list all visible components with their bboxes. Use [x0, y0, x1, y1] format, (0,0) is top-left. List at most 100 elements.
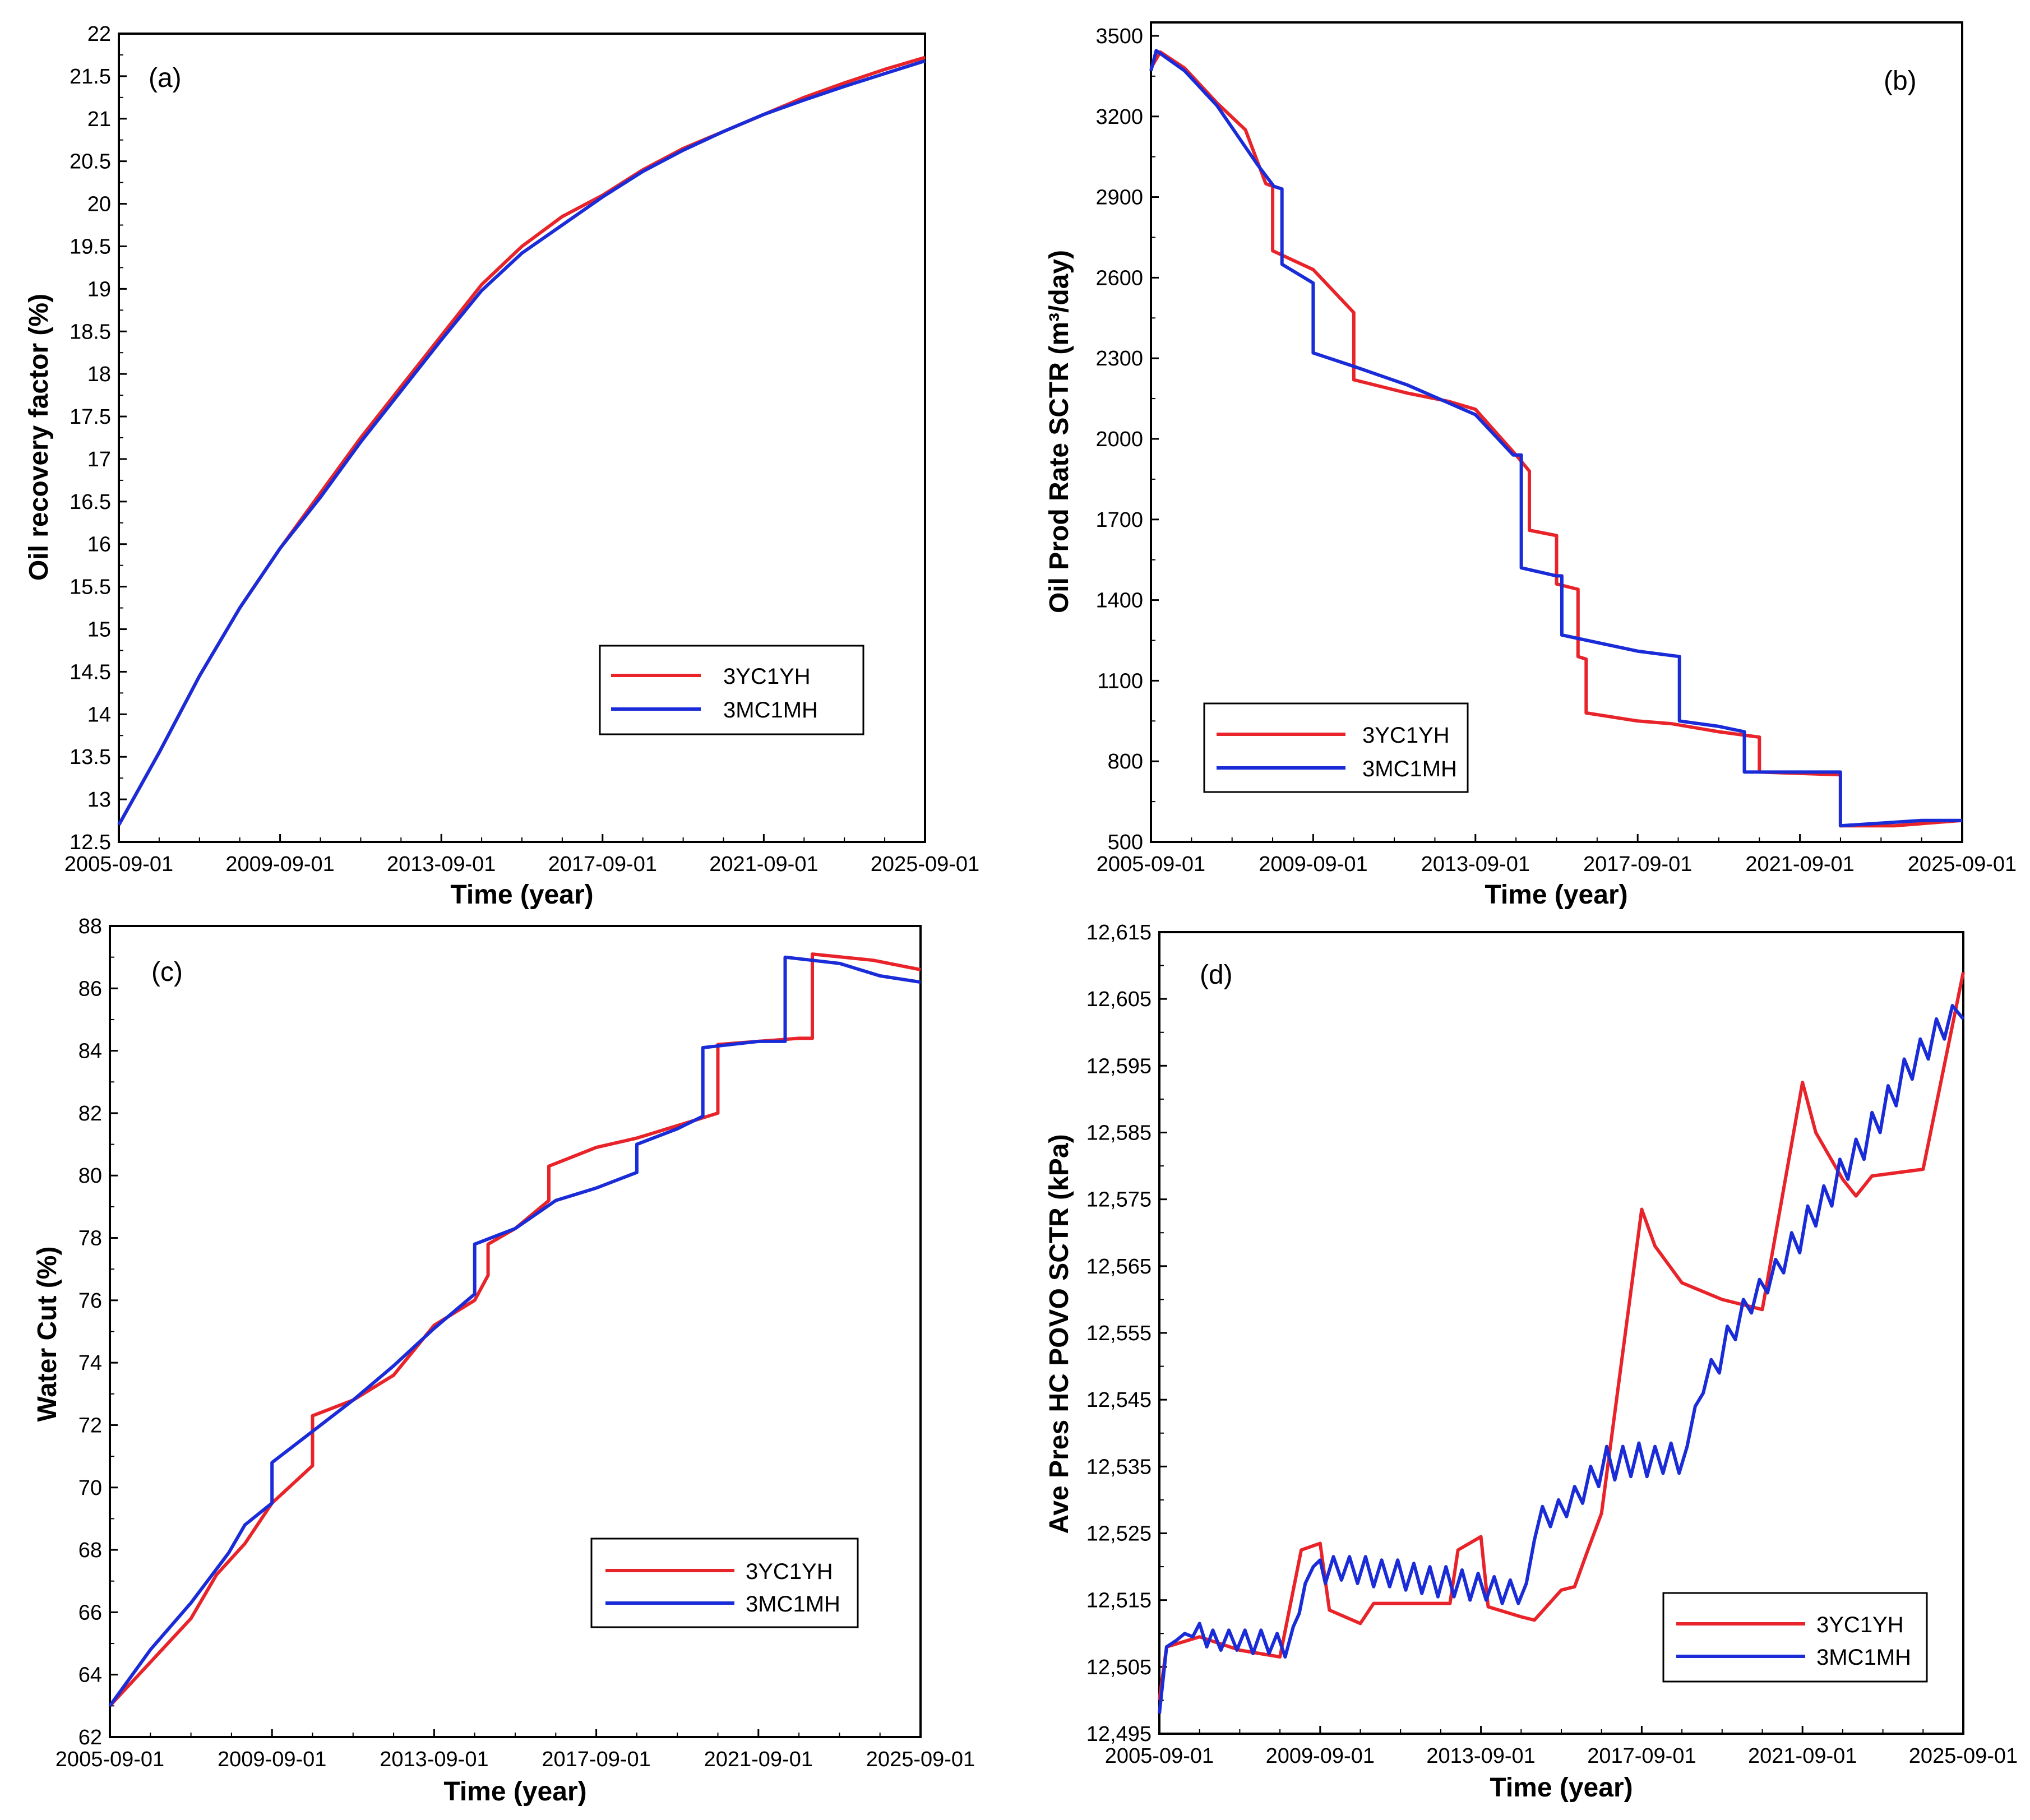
panel-a-y-tick-label: 16 [87, 533, 111, 557]
panel-a-y-tick-label: 14.5 [70, 660, 111, 684]
panel-c-x-ticks: 2005-09-01 2009-09-01 2013-09-01 2017-09-01… [56, 1729, 975, 1771]
panel-b-y-tick-label: 1700 [1095, 508, 1143, 532]
panel-d-y-tick-label: 12,595 [1086, 1054, 1152, 1078]
panel-c-x-tick-label: 2021-09-01 [704, 1748, 813, 1771]
panel-a-x-ticks: 2005-09-01 2009-09-01 2013-09-01 2017-09-01… [64, 834, 979, 876]
panel-c-x-tick-label: 2009-09-01 [218, 1748, 326, 1771]
panel-b-label: (b) [1884, 66, 1917, 96]
panel-a-y-tick-label: 19 [87, 277, 111, 301]
panel-c-legend-label-3mc1mh: 3MC1MH [746, 1592, 840, 1617]
panel-d-y-tick-label: 12,535 [1086, 1455, 1152, 1479]
panel-d-y-tick-label: 12,615 [1086, 921, 1152, 944]
panel-c-x-tick-label: 2025-09-01 [866, 1748, 975, 1771]
panel-a-y-tick-label: 20.5 [70, 150, 111, 174]
panel-a-series-3mc1mh [117, 59, 926, 826]
panel-a-y-tick-label: 16.5 [70, 490, 111, 514]
panel-c-y-ticks: 62 64 66 68 70 72 74 76 78 80 82 84 86 88 [78, 915, 118, 1749]
panel-a-x-tick-label: 2005-09-01 [64, 853, 173, 876]
panel-a-y-tick-label: 18.5 [70, 320, 111, 344]
panel-a-legend-box [599, 645, 864, 735]
panel-d-y-tick-label: 12,515 [1086, 1589, 1152, 1613]
panel-b-legend-box [1203, 702, 1469, 793]
panel-c-y-tick-label: 70 [78, 1476, 102, 1500]
panel-c-label: (c) [151, 957, 183, 987]
panel-b-y-tick-label: 3200 [1095, 105, 1143, 129]
panel-c-x-tick-label: 2005-09-01 [56, 1748, 164, 1771]
panel-c-series-3mc1mh [108, 955, 921, 1707]
panel-b-y-tick-label: 2600 [1095, 266, 1143, 290]
panel-a-x-tick-label: 2009-09-01 [225, 853, 334, 876]
panel-d-x-tick-label: 2013-09-01 [1426, 1744, 1535, 1768]
panel-a-y-tick-label: 12.5 [70, 831, 111, 854]
panel-a: 12.5 13 13.5 14 14.5 15 15.5 16 16.5 17 17.5 18 18.5… [24, 22, 979, 910]
panel-c-x-axis-title: Time (year) [443, 1777, 586, 1807]
panel-c-y-tick-label: 82 [78, 1102, 102, 1126]
panel-a-series-group [117, 55, 926, 826]
panel-a-x-axis-title: Time (year) [450, 880, 593, 910]
panel-d-x-ticks: 2005-09-01 2009-09-01 2013-09-01 2017-09-01… [1105, 1726, 2018, 1768]
panel-c-y-tick-label: 76 [78, 1289, 102, 1313]
panel-c-legend-box [590, 1537, 859, 1628]
panel-a-y-ticks: 12.5 13 13.5 14 14.5 15 15.5 16 16.5 17 17.5 18 18.5… [70, 22, 127, 854]
panel-b-x-tick-label: 2021-09-01 [1745, 853, 1854, 876]
panel-d-y-tick-label: 12,505 [1086, 1656, 1152, 1679]
panel-d-x-axis-title: Time (year) [1490, 1773, 1633, 1803]
panel-d-legend-label-3mc1mh: 3MC1MH [1816, 1645, 1911, 1670]
panel-a-y-tick-label: 21.5 [70, 65, 111, 89]
panel-a-y-tick-label: 19.5 [70, 235, 111, 258]
panel-d-y-tick-label: 12,585 [1086, 1122, 1152, 1145]
panel-b-x-tick-label: 2025-09-01 [1908, 853, 2017, 876]
panel-d-x-tick-label: 2017-09-01 [1587, 1744, 1696, 1768]
panel-b-y-tick-label: 800 [1108, 750, 1143, 774]
panel-d-legend-box [1662, 1592, 1928, 1683]
panel-b-y-tick-label: 2300 [1095, 347, 1143, 371]
panel-a-y-tick-label: 21 [87, 108, 111, 131]
panel-c-y-tick-label: 86 [78, 977, 102, 1001]
panel-a-y-tick-label: 14 [87, 703, 111, 726]
panel-a-y-tick-label: 20 [87, 193, 111, 216]
panel-a-legend-label-3yc1yh: 3YC1YH [723, 664, 811, 689]
panel-d-y-axis-title: Ave Pres HC POVO SCTR (kPa) [1044, 1134, 1074, 1534]
panel-a-y-axis-title: Oil recovery factor (%) [24, 294, 54, 581]
panel-d-x-tick-label: 2005-09-01 [1105, 1744, 1214, 1768]
panel-c-y-tick-label: 78 [78, 1227, 102, 1251]
panel-b-x-tick-label: 2013-09-01 [1421, 853, 1530, 876]
panel-c-x-tick-label: 2013-09-01 [380, 1748, 488, 1771]
panel-d-label: (d) [1200, 960, 1233, 990]
panel-b-y-tick-label: 1100 [1097, 669, 1143, 693]
panel-a-legend: 3YC1YH 3MC1MH [599, 645, 864, 735]
panel-a-y-tick-label: 13.5 [70, 745, 111, 769]
panel-b-y-tick-label: 2900 [1095, 186, 1143, 210]
panel-b-x-tick-label: 2017-09-01 [1583, 853, 1692, 876]
panel-d-x-tick-label: 2021-09-01 [1748, 1744, 1857, 1768]
panel-a-x-tick-label: 2013-09-01 [387, 853, 496, 876]
panel-c-y-tick-label: 72 [78, 1414, 102, 1437]
panel-b-y-ticks: 500 800 1100 1400 1700 2000 2300 2600 2900 3200 35… [1095, 25, 1159, 854]
panel-d-series-3yc1yh [1158, 971, 1965, 1701]
panel-d-y-tick-label: 12,545 [1086, 1388, 1152, 1412]
panel-d-y-tick-label: 12,605 [1086, 988, 1152, 1011]
panel-b-legend-label-3mc1mh: 3MC1MH [1362, 757, 1457, 781]
panel-d-series-group [1158, 971, 1965, 1714]
panel-b-y-tick-label: 500 [1108, 831, 1143, 854]
panel-a-x-tick-label: 2017-09-01 [548, 853, 657, 876]
panel-b-x-ticks: 2005-09-01 2009-09-01 2013-09-01 2017-09-01… [1097, 834, 2017, 876]
panel-d-x-tick-label: 2025-09-01 [1909, 1744, 2018, 1768]
panel-c-y-tick-label: 80 [78, 1164, 102, 1188]
panel-c-y-tick-label: 88 [78, 915, 102, 938]
panel-c-series-group [108, 952, 921, 1707]
panel-a-y-tick-label: 17 [87, 448, 111, 471]
panel-a-y-tick-label: 15.5 [70, 576, 111, 599]
panel-c-y-tick-label: 66 [78, 1601, 102, 1624]
panel-d-series-3mc1mh [1158, 1004, 1965, 1714]
panel-c-legend: 3YC1YH 3MC1MH [590, 1537, 859, 1628]
panel-b-x-axis-title: Time (year) [1485, 880, 1627, 910]
panel-b-legend-label-3yc1yh: 3YC1YH [1362, 723, 1450, 748]
panel-c-legend-label-3yc1yh: 3YC1YH [746, 1559, 833, 1584]
panel-b-y-tick-label: 3500 [1095, 25, 1143, 48]
panel-d-y-tick-label: 12,575 [1086, 1188, 1152, 1212]
panel-c-y-tick-label: 64 [78, 1664, 102, 1687]
panel-a-x-tick-label: 2025-09-01 [871, 853, 979, 876]
panel-d-legend-label-3yc1yh: 3YC1YH [1816, 1613, 1904, 1637]
panel-a-y-tick-label: 13 [87, 788, 111, 812]
